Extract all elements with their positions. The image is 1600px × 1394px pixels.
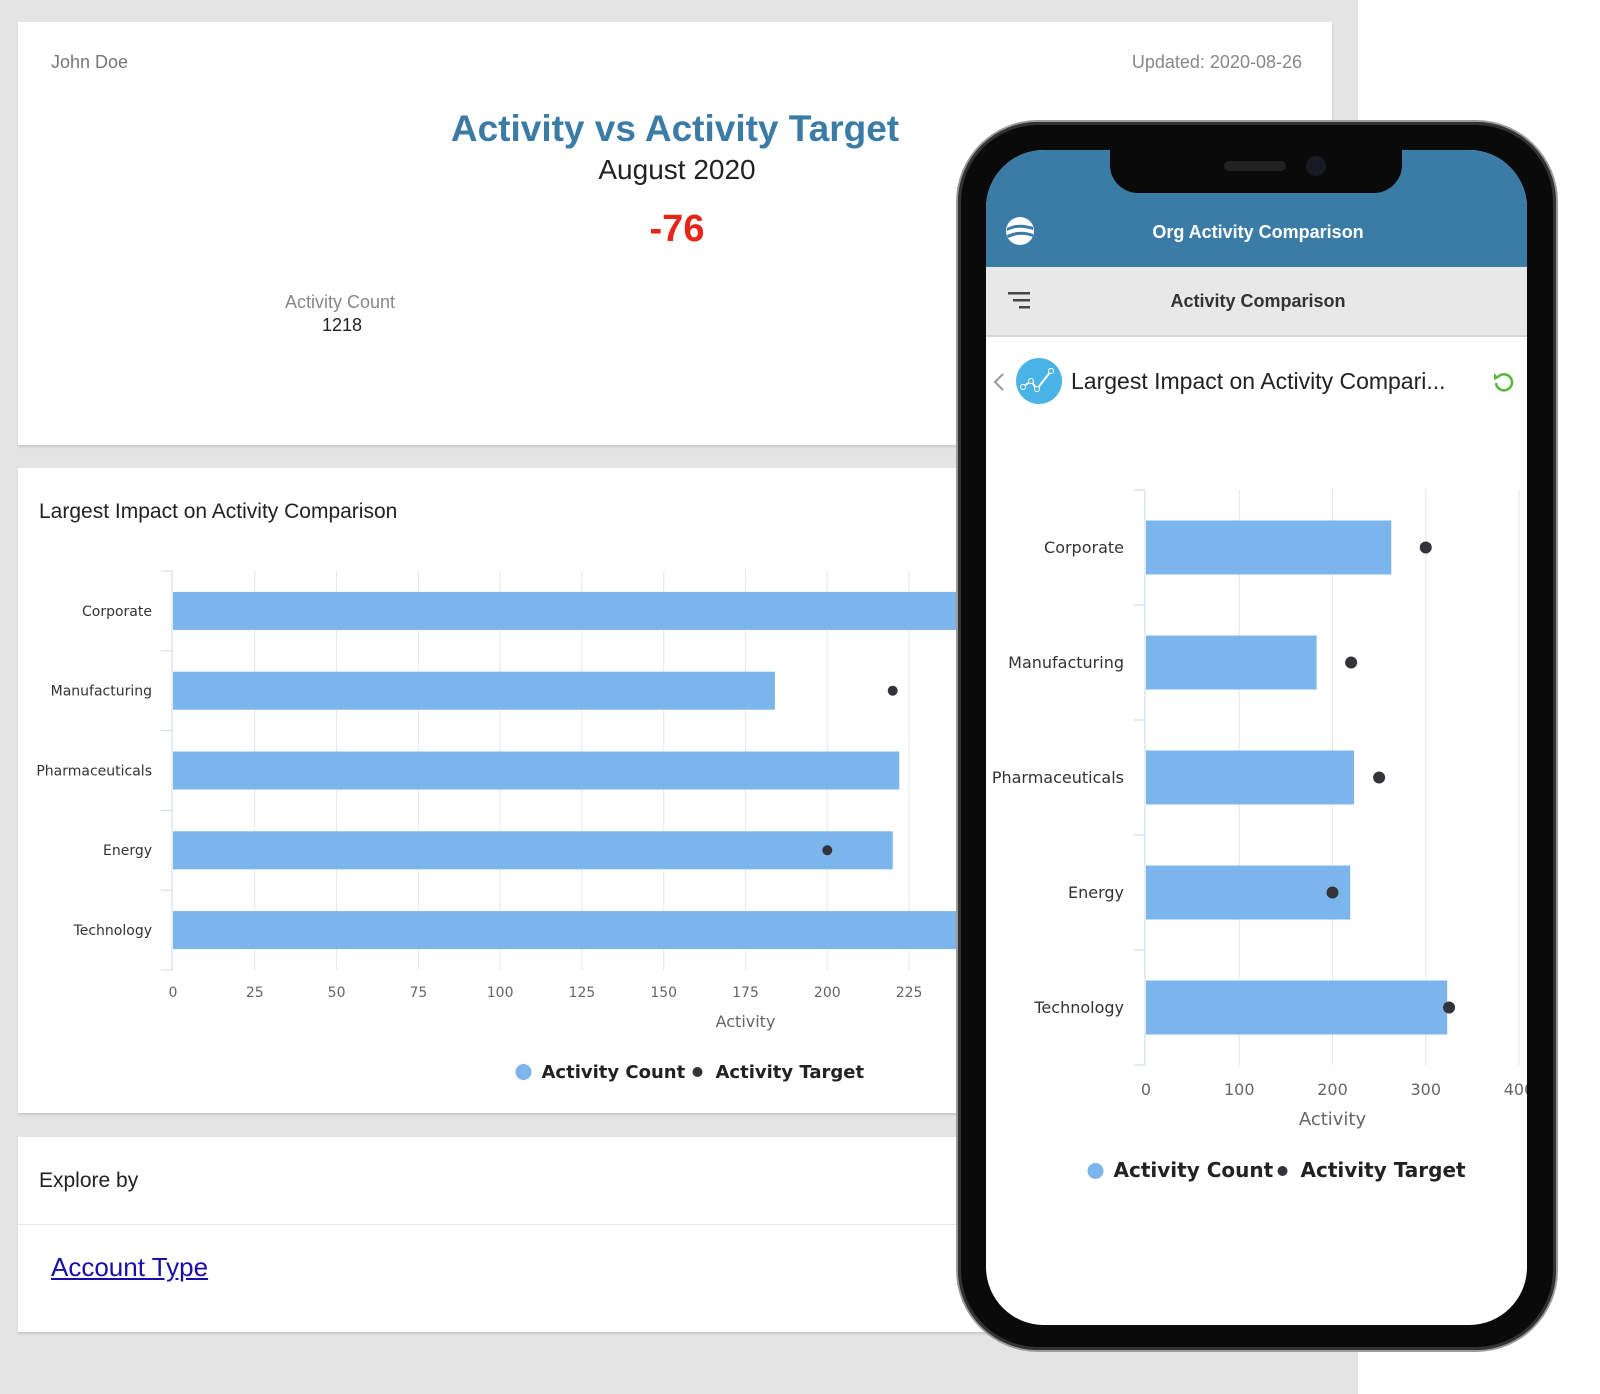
explore-title: Explore by xyxy=(39,1169,139,1192)
target-dot-technology xyxy=(1443,1001,1456,1014)
page-title: Activity vs Activity Target xyxy=(450,108,900,149)
category-label: Manufacturing xyxy=(51,684,152,700)
x-tick-label: 25 xyxy=(246,985,264,1001)
toolbar: Activity Comparison xyxy=(986,267,1527,337)
phone-screen: Org Activity Comparison Activity Compari… xyxy=(986,150,1527,1325)
category-label: Pharmaceuticals xyxy=(992,768,1124,787)
x-tick-label: 0 xyxy=(1141,1080,1151,1099)
legend-activity-count: Activity Count xyxy=(542,1062,686,1083)
target-dot-manufacturing xyxy=(887,685,898,696)
bar-corporate xyxy=(173,591,1034,630)
metric-value: 1218 xyxy=(321,315,363,335)
divider xyxy=(18,1224,1332,1225)
category-label: Technology xyxy=(1033,998,1124,1017)
bar-manufacturing xyxy=(173,671,775,710)
page-subtitle: August 2020 xyxy=(598,154,756,185)
legend-activity-target-icon xyxy=(692,1067,703,1077)
mobile-bar-chart: 0 100 200 300 400 Corporate Manufacturing Pharm… xyxy=(992,489,1527,1182)
target-dot-energy xyxy=(822,845,833,856)
back-chevron-icon[interactable] xyxy=(992,372,1006,392)
x-tick-label: 0 xyxy=(169,985,178,1001)
x-tick-label: 400 xyxy=(1504,1080,1527,1099)
bar-corporate xyxy=(1146,520,1392,575)
app-title: Org Activity Comparison xyxy=(1152,222,1364,242)
legend-activity-target: Activity Target xyxy=(716,1062,865,1083)
category-label: Technology xyxy=(73,923,152,939)
legend-activity-count-icon xyxy=(515,1064,532,1080)
target-dot-energy xyxy=(1326,886,1339,899)
bar-technology xyxy=(1146,980,1448,1035)
legend-activity-count-icon xyxy=(1087,1163,1104,1179)
legend-activity-target-icon xyxy=(1277,1166,1288,1176)
phone-notch xyxy=(1110,150,1402,193)
line-chart-icon xyxy=(1016,358,1062,404)
x-axis-title: Activity xyxy=(716,1012,776,1031)
target-dot-pharmaceuticals xyxy=(1373,771,1386,784)
app-logo-icon xyxy=(1006,217,1034,245)
category-label: Manufacturing xyxy=(1008,653,1124,672)
toolbar-title: Activity Comparison xyxy=(1170,291,1346,311)
category-label: Corporate xyxy=(82,604,152,620)
bar-energy xyxy=(1146,865,1351,920)
bar-manufacturing xyxy=(1146,635,1317,690)
legend-activity-target: Activity Target xyxy=(1301,1158,1467,1182)
category-label: Energy xyxy=(1068,883,1124,902)
x-tick-label: 200 xyxy=(1317,1080,1348,1099)
category-label: Energy xyxy=(103,843,152,859)
filter-menu-icon[interactable] xyxy=(1008,291,1032,311)
x-tick-label: 300 xyxy=(1410,1080,1441,1099)
mobile-chart-title: Largest Impact on Activity Compari... xyxy=(1071,368,1446,394)
refresh-icon[interactable] xyxy=(1492,370,1516,394)
x-tick-label: 100 xyxy=(487,985,514,1001)
category-label: Pharmaceuticals xyxy=(36,763,152,779)
legend-activity-count: Activity Count xyxy=(1114,1158,1274,1182)
x-tick-label: 150 xyxy=(650,985,677,1001)
x-tick-label: 125 xyxy=(569,985,596,1001)
bar-pharmaceuticals xyxy=(173,751,900,790)
x-tick-label: 100 xyxy=(1224,1080,1255,1099)
category-label: Corporate xyxy=(1044,538,1124,557)
x-tick-label: 175 xyxy=(732,985,759,1001)
target-dot-corporate xyxy=(1419,541,1432,554)
x-tick-label: 50 xyxy=(328,985,346,1001)
camera xyxy=(1306,156,1326,176)
chart-card-title: Largest Impact on Activity Comparison xyxy=(39,500,398,523)
x-tick-label: 75 xyxy=(409,985,427,1001)
target-dot-manufacturing xyxy=(1345,656,1358,669)
x-tick-label: 200 xyxy=(814,985,841,1001)
phone-mockup: Org Activity Comparison Activity Compari… xyxy=(958,122,1556,1350)
bar-energy xyxy=(173,831,893,870)
metric-label: Activity Count xyxy=(284,292,396,312)
x-tick-label: 225 xyxy=(896,985,923,1001)
speaker xyxy=(1224,161,1286,171)
account-type-link[interactable]: Account Type xyxy=(51,1252,209,1282)
difference-value: -76 xyxy=(649,208,705,250)
updated-date: Updated: 2020-08-26 xyxy=(1131,52,1302,72)
bar-pharmaceuticals xyxy=(1146,750,1354,805)
user-name: John Doe xyxy=(51,52,129,72)
x-axis-title: Activity xyxy=(1299,1109,1367,1130)
